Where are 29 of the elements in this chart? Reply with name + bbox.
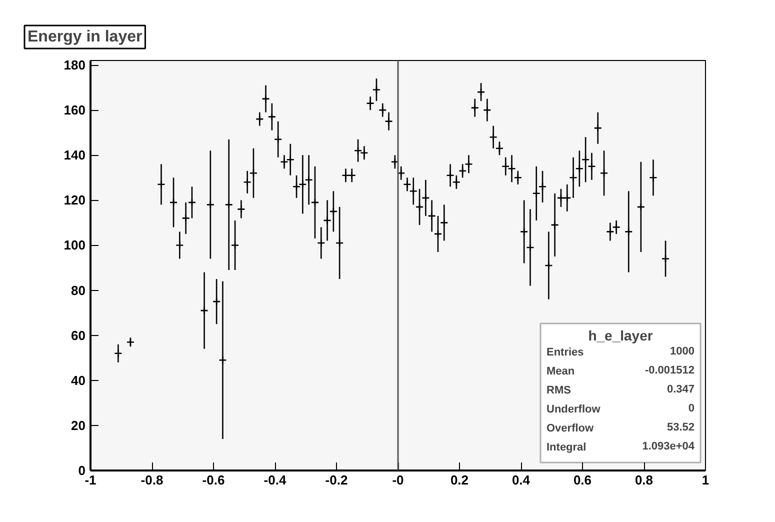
text: Mean -0.001512 xyxy=(546,364,695,378)
text: Overflow 53.52 xyxy=(546,422,695,434)
y-tick-label: 180 xyxy=(64,58,86,73)
text: Entries 1000 xyxy=(546,346,695,358)
y-tick-label: 140 xyxy=(64,148,86,163)
annotation: h_e_layer xyxy=(588,328,654,344)
x-tick-label: 0.2 xyxy=(450,472,469,488)
text: Integral 1.093e+04 xyxy=(546,440,695,454)
y-tick-label: 40 xyxy=(71,372,86,388)
x-tick-label: 1 xyxy=(702,472,710,488)
y-tick-label: 120 xyxy=(64,192,86,208)
x-tick-label: -0.8 xyxy=(140,472,164,488)
x-tick-label: -0 xyxy=(392,472,404,488)
y-tick-label: 160 xyxy=(64,102,86,118)
chart-title: Energy in layer xyxy=(28,28,142,46)
y-tick-label: 60 xyxy=(71,328,86,343)
y-tick-label: 100 xyxy=(64,238,86,253)
y-tick-label: 80 xyxy=(71,282,86,298)
y-tick-label: 20 xyxy=(71,418,86,433)
x-tick-label: 0.8 xyxy=(634,472,654,488)
x-tick-label: 0.4 xyxy=(512,472,531,488)
text: RMS 0.347 xyxy=(546,384,695,396)
x-tick-label: -0.6 xyxy=(202,472,225,488)
x-tick-label: -1 xyxy=(84,472,96,488)
x-tick-label: -0.4 xyxy=(264,472,287,488)
y-tick-label: 0 xyxy=(78,463,86,478)
x-tick-label: 0.6 xyxy=(573,472,592,488)
x-tick-label: -0.2 xyxy=(325,472,348,488)
text: Underflow 0 xyxy=(546,402,695,416)
